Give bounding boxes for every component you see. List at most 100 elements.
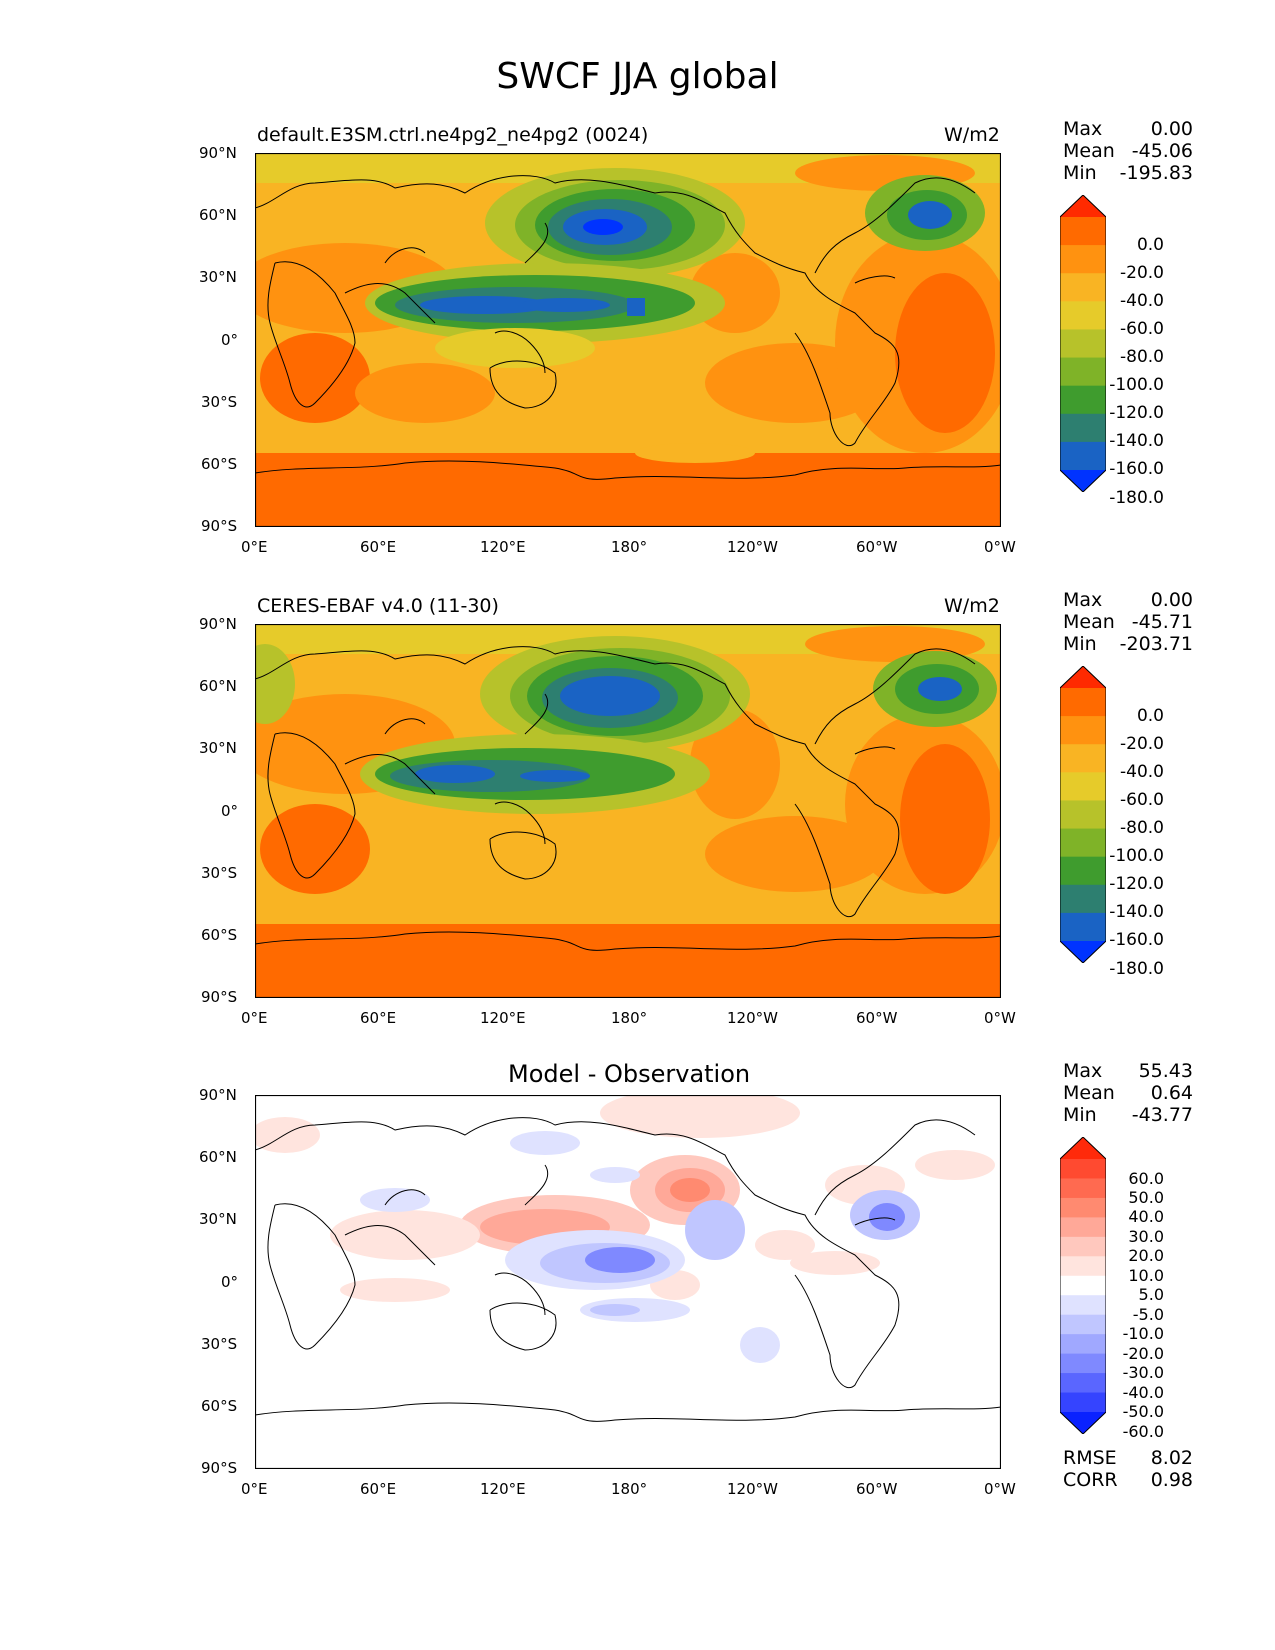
colorbar-block <box>1060 441 1106 471</box>
colorbar-block <box>1060 772 1106 801</box>
p3-lat-tick: 90°S <box>201 1459 238 1477</box>
panel3-map <box>255 1095 1001 1469</box>
panel1-coastlines <box>255 175 1001 480</box>
p3-lon-tick: 60°E <box>360 1480 397 1498</box>
mean-label: Mean <box>1063 1082 1115 1104</box>
p2-lon-tick: 180° <box>611 1009 648 1027</box>
colorbar-cap <box>1060 195 1106 217</box>
p2-lat-tick: 60°S <box>201 926 238 944</box>
p2-lat-tick: 30°S <box>201 864 238 882</box>
max-value: 0.00 <box>1150 589 1193 611</box>
colorbar-tick-label: -160.0 <box>1109 930 1164 951</box>
colorbar-tick-label: 40.0 <box>1128 1207 1164 1227</box>
colorbar-tick-label: 0.0 <box>1136 234 1164 255</box>
colorbar-tick-label: -160.0 <box>1109 459 1164 480</box>
colorbar-block <box>1060 800 1106 830</box>
mean-value: 0.64 <box>1150 1082 1193 1104</box>
panel3-metrics: RMSE 8.02 CORR 0.98 <box>1063 1447 1193 1491</box>
panel1-field <box>255 153 1001 527</box>
p1-lon-tick: 0°E <box>241 538 268 556</box>
p1-lat-tick: 60°S <box>201 455 238 473</box>
panel1-map <box>255 153 1001 527</box>
max-label: Max <box>1063 118 1103 140</box>
colorbar-block <box>1060 744 1106 773</box>
colorbar-block <box>1060 912 1106 942</box>
p2-lat-tick: 60°N <box>199 677 237 695</box>
p1-lat-tick: 90°S <box>201 517 238 535</box>
colorbar-tick-label: 30.0 <box>1128 1226 1164 1246</box>
colorbar-block <box>1060 413 1106 443</box>
colorbar-tick-label: -30.0 <box>1122 1363 1164 1383</box>
colorbar-tick-label: 60.0 <box>1128 1168 1164 1188</box>
mean-value: -45.06 <box>1131 140 1193 162</box>
colorbar-block <box>1060 1295 1106 1316</box>
colorbar-block <box>1060 273 1106 302</box>
p1-lon-tick: 60°E <box>360 538 397 556</box>
colorbar-block <box>1060 1353 1106 1374</box>
colorbar-tick-label: 20.0 <box>1128 1246 1164 1266</box>
colorbar-block <box>1060 1159 1106 1179</box>
min-label: Min <box>1063 633 1097 655</box>
panel3-colorbar: 60.0 50.0 40.0 30.0 20.0 10.0 5.0 -5.0 -10.0 -20.… <box>1060 1137 1164 1441</box>
p3-lat-tick: 60°N <box>199 1148 237 1166</box>
colorbar-block <box>1060 217 1106 246</box>
p2-lon-tick: 60°E <box>360 1009 397 1027</box>
colorbar-cap <box>1060 941 1106 963</box>
p1-lon-tick: 60°W <box>856 538 898 556</box>
colorbar-tick-label: -120.0 <box>1109 403 1164 424</box>
panel2-map <box>255 624 1001 998</box>
colorbar-tick-label: -20.0 <box>1122 1343 1164 1363</box>
panel2-title: CERES-EBAF v4.0 (11-30) <box>257 595 499 617</box>
panel1-stats: Max 0.00 Mean -45.06 Min -195.83 <box>1063 118 1193 184</box>
colorbar-block <box>1060 329 1106 359</box>
rmse-value: 8.02 <box>1150 1447 1193 1469</box>
corr-value: 0.98 <box>1150 1469 1193 1491</box>
colorbar-block <box>1060 716 1106 745</box>
max-label: Max <box>1063 589 1103 611</box>
colorbar-block <box>1060 301 1106 330</box>
figure-title: SWCF JJA global <box>496 56 779 97</box>
p1-lon-tick: 120°E <box>480 538 526 556</box>
panel2-stats: Max 0.00 Mean -45.71 Min -203.71 <box>1063 589 1193 655</box>
panel3-field <box>255 1095 1001 1469</box>
colorbar-tick-label: 10.0 <box>1128 1265 1164 1285</box>
colorbar-block <box>1060 1392 1106 1413</box>
min-value: -43.77 <box>1131 1104 1193 1126</box>
max-label: Max <box>1063 1060 1103 1082</box>
p2-lat-tick: 90°N <box>199 615 237 633</box>
colorbar-tick-label: -80.0 <box>1120 347 1164 367</box>
rmse-label: RMSE <box>1063 1447 1117 1469</box>
colorbar-tick-label: -40.0 <box>1122 1382 1164 1402</box>
p3-lon-tick: 60°W <box>856 1480 898 1498</box>
p3-lon-tick: 120°E <box>480 1480 526 1498</box>
colorbar-block <box>1060 828 1106 858</box>
colorbar-tick-label: -120.0 <box>1109 874 1164 895</box>
max-value: 55.43 <box>1138 1060 1193 1082</box>
p3-lat-tick: 30°S <box>201 1335 238 1353</box>
mean-value: -45.71 <box>1131 611 1193 633</box>
colorbar-tick-label: -5.0 <box>1132 1304 1164 1324</box>
p3-lon-tick: 180° <box>611 1480 648 1498</box>
colorbar-tick-label: -50.0 <box>1122 1402 1164 1422</box>
colorbar-cap <box>1060 666 1106 688</box>
colorbar-block <box>1060 688 1106 717</box>
p1-lat-tick: 0° <box>221 331 239 349</box>
colorbar-tick-label: -100.0 <box>1109 375 1164 396</box>
colorbar-tick-label: 0.0 <box>1136 705 1164 726</box>
colorbar-block <box>1060 1197 1106 1218</box>
colorbar-cap <box>1060 1137 1106 1159</box>
panel1-units: W/m2 <box>944 124 1000 146</box>
min-value: -195.83 <box>1119 162 1193 184</box>
p2-lon-tick: 120°W <box>727 1009 778 1027</box>
colorbar-block <box>1060 1334 1106 1355</box>
colorbar-tick-label: -140.0 <box>1109 431 1164 452</box>
colorbar-graphic <box>1060 1137 1106 1434</box>
p2-lon-tick: 0°W <box>984 1009 1016 1027</box>
panel2-units: W/m2 <box>944 595 1000 617</box>
p2-lon-tick: 120°E <box>480 1009 526 1027</box>
colorbar-graphic <box>1060 666 1106 963</box>
corr-label: CORR <box>1063 1469 1118 1491</box>
colorbar-graphic <box>1060 195 1106 492</box>
colorbar-block <box>1060 856 1106 886</box>
colorbar-tick-label: -60.0 <box>1122 1421 1164 1441</box>
